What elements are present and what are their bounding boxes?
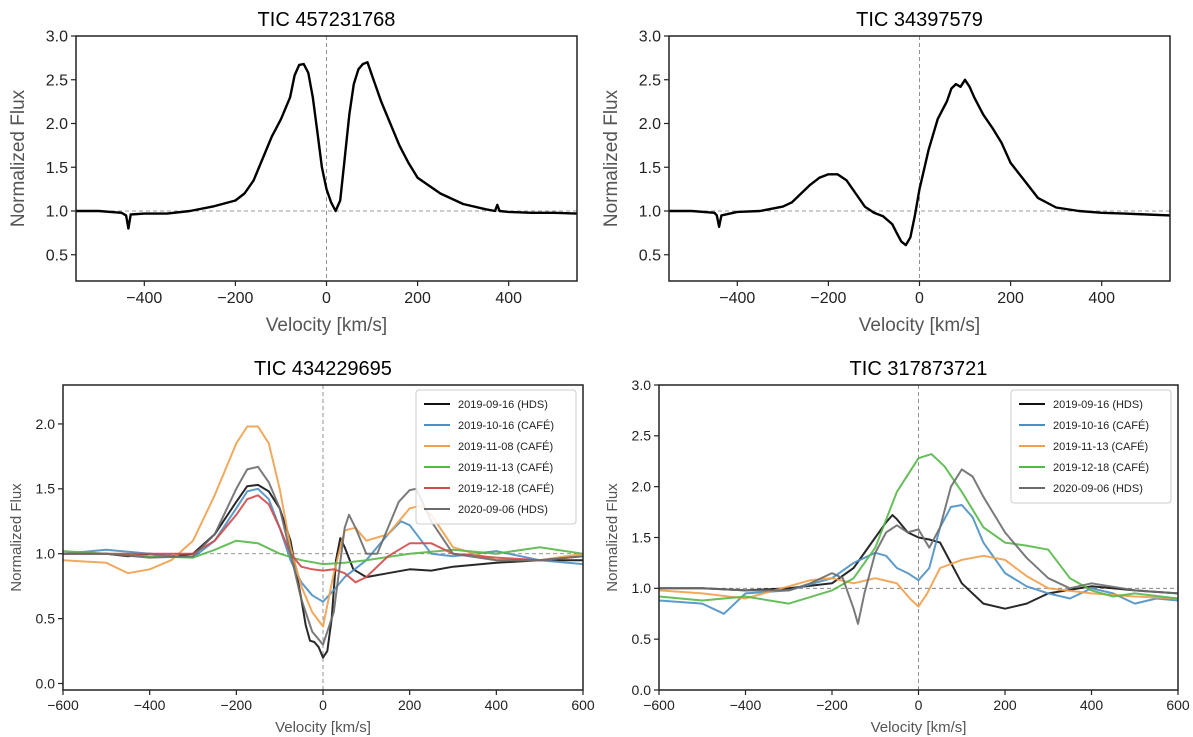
panel-3-y-tick-label: 1.0 <box>36 546 56 562</box>
panel-1-x-tick-label: 400 <box>495 290 522 307</box>
panel-3-y-tick-label: 0.0 <box>36 675 56 691</box>
panel-1-y-tick-label: 2.5 <box>46 72 68 89</box>
panel-2-x-tick-label: −400 <box>719 290 755 307</box>
panel-4-y-tick-label: 0.5 <box>632 631 652 647</box>
panel-1-x-tick-label: 200 <box>404 290 431 307</box>
panel-4-x-tick-label: −600 <box>643 697 675 713</box>
panel-4-x-tick-label: −400 <box>730 697 762 713</box>
panel-4-legend-box <box>1010 389 1172 504</box>
panel-1-x-tick-label: −400 <box>126 290 162 307</box>
panel-4-x-tick-label: 400 <box>1080 697 1104 713</box>
panel-4-x-tick-label: 600 <box>1166 697 1190 713</box>
panel-3-y-axis-label: Normalized Flux <box>8 483 25 592</box>
panel-3-y-tick-label: 1.5 <box>36 481 56 497</box>
panel-3-series-line-5 <box>63 494 583 584</box>
panel-1-x-tick-label: −200 <box>217 290 253 307</box>
panel-1-y-tick-label: 2.0 <box>46 116 68 133</box>
panel-2-y-tick-label: 3.0 <box>639 29 661 46</box>
panel-2-title: TIC 34397579 <box>856 9 983 31</box>
panel-1-x-axis-label: Velocity [km/s] <box>266 315 387 336</box>
panel-4-legend-label-1: 2019-09-16 (HDS) <box>1053 399 1143 411</box>
panel-2-series-group <box>669 78 1170 247</box>
panel-2-y-tick-label: 1.0 <box>639 204 661 221</box>
panel-4-series-line-3 <box>659 554 1178 608</box>
panel-4-legend-label-2: 2019-10-16 (CAFÉ) <box>1053 419 1149 432</box>
panel-2-y-tick-label: 1.5 <box>639 160 661 177</box>
panel-3-x-tick-label: −200 <box>221 697 253 713</box>
panel-3-y-tick-label: 0.5 <box>36 611 56 627</box>
panel-2-y-tick-label: 0.5 <box>639 247 661 264</box>
panel-4-legend-label-5: 2020-09-06 (HDS) <box>1053 483 1143 495</box>
panel-3: TIC 434229695 −600 −400 −200 0 200 400 600 0.0 0.… <box>8 358 595 736</box>
panel-4-y-tick-label: 2.0 <box>632 479 652 495</box>
panel-4-series-line-5 <box>659 468 1178 625</box>
panel-1-title: TIC 457231768 <box>258 9 396 31</box>
panel-1-x-tick-label: 0 <box>322 290 331 307</box>
panel-1-y-tick-label: 1.0 <box>46 204 68 221</box>
panel-4-legend-label-4: 2019-12-18 (CAFÉ) <box>1053 461 1149 474</box>
panel-3-legend-label-1: 2019-09-16 (HDS) <box>458 399 548 411</box>
panel-4-title: TIC 317873721 <box>850 358 988 380</box>
panel-3-legend-label-6: 2020-09-06 (HDS) <box>458 504 548 516</box>
panel-3-legend-label-5: 2019-12-18 (CAFÉ) <box>458 482 554 495</box>
panel-3-x-tick-label: 200 <box>398 697 422 713</box>
panel-2-x-axis-label: Velocity [km/s] <box>859 315 980 336</box>
panel-4-y-tick-label: 2.5 <box>632 428 652 444</box>
panel-4-y-axis-label: Normalized Flux <box>604 483 621 592</box>
panel-4-legend: 2019-09-16 (HDS) 2019-10-16 (CAFÉ) 2019-11… <box>1010 389 1172 504</box>
panel-3-legend-label-4: 2019-11-13 (CAFÉ) <box>458 461 553 474</box>
panel-4-legend-label-3: 2019-11-13 (CAFÉ) <box>1053 440 1148 453</box>
panel-2-y-tick-label: 2.0 <box>639 116 661 133</box>
panel-3-x-tick-label: −600 <box>47 697 79 713</box>
panel-4-x-tick-label: 0 <box>915 697 923 713</box>
panel-3-legend-label-2: 2019-10-16 (CAFÉ) <box>458 419 554 432</box>
panel-2-x-tick-label: 200 <box>997 290 1024 307</box>
panel-2-x-tick-label: 0 <box>915 290 924 307</box>
panel-2-x-tick-label: 400 <box>1088 290 1115 307</box>
panel-1-series-line-1 <box>76 61 577 230</box>
panel-4-series-line-4 <box>659 453 1178 605</box>
panel-4-series-group <box>659 453 1178 625</box>
panel-2-y-axis-label: Normalized Flux <box>601 89 622 227</box>
panel-4-x-axis-label: Velocity [km/s] <box>871 719 967 736</box>
panel-3-x-tick-label: 600 <box>571 697 595 713</box>
panel-1: TIC 457231768 −400 −200 0 200 400 0.5 1.0 1.5 2.0… <box>8 9 578 336</box>
panel-4-x-tick-label: 200 <box>993 697 1017 713</box>
panel-3-title: TIC 434229695 <box>254 358 392 380</box>
panel-4-series-line-1 <box>659 514 1178 610</box>
panel-2: TIC 34397579 −400 −200 0 200 400 0.5 1.0 1.5 2.0 2… <box>601 9 1171 336</box>
panel-4: TIC 317873721 −600 −400 −200 0 200 400 600 0.0 0.… <box>604 358 1190 736</box>
panel-3-x-axis-label: Velocity [km/s] <box>275 719 371 736</box>
panel-4-y-tick-label: 1.5 <box>632 529 652 545</box>
panel-3-x-tick-label: −400 <box>134 697 166 713</box>
panel-2-x-tick-label: −200 <box>810 290 846 307</box>
panel-3-series-line-1 <box>63 483 583 659</box>
panel-3-x-tick-label: 0 <box>319 697 327 713</box>
panel-3-x-tick-label: 400 <box>485 697 509 713</box>
panel-1-y-tick-label: 0.5 <box>46 247 68 264</box>
panel-4-x-tick-label: −200 <box>816 697 848 713</box>
panel-3-legend-box <box>415 389 577 525</box>
panel-2-series-line-1 <box>669 78 1170 247</box>
panel-1-series-group <box>76 61 577 230</box>
panel-3-y-tick-label: 2.0 <box>36 416 56 432</box>
panel-4-y-tick-label: 1.0 <box>632 580 652 596</box>
panel-3-legend-label-3: 2019-11-08 (CAFÉ) <box>458 440 553 453</box>
panel-2-y-tick-label: 2.5 <box>639 72 661 89</box>
panel-1-y-tick-label: 3.0 <box>46 29 68 46</box>
panel-4-y-tick-label: 0.0 <box>632 682 652 698</box>
panel-4-y-tick-label: 3.0 <box>632 377 652 393</box>
panel-1-y-axis-label: Normalized Flux <box>8 89 29 227</box>
panel-1-y-tick-label: 1.5 <box>46 160 68 177</box>
panel-3-legend: 2019-09-16 (HDS) 2019-10-16 (CAFÉ) 2019-11… <box>415 389 577 525</box>
